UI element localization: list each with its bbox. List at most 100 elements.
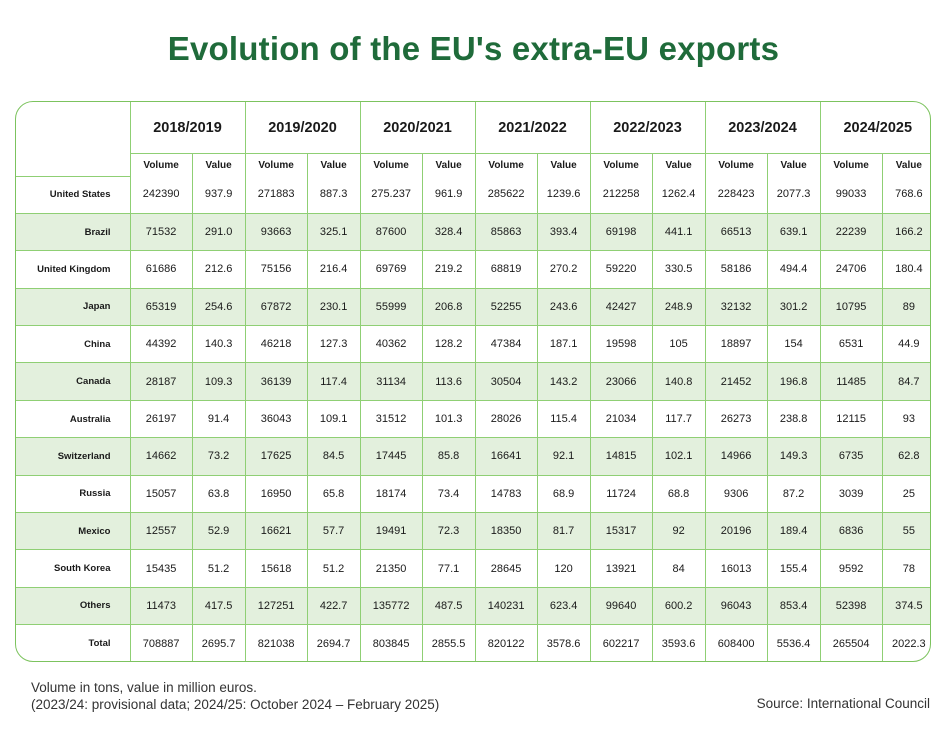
value-cell: 768.6 <box>881 176 930 214</box>
value-cell: 120 <box>536 549 591 588</box>
value-cell: 154 <box>766 325 821 364</box>
volume-cell: 99640 <box>589 586 653 626</box>
source-note: Source: International Council <box>756 696 930 711</box>
volume-cell: 6735 <box>819 437 883 476</box>
table-row: Total 708887 2695.7 821038 2694.7 803845 2855.… <box>16 624 930 661</box>
volume-cell: 22239 <box>819 212 883 252</box>
value-cell: 1239.6 <box>536 176 591 214</box>
volume-cell: 52255 <box>474 287 538 327</box>
value-cell: 57.7 <box>306 512 361 551</box>
value-cell: 44.9 <box>881 325 930 364</box>
volume-cell: 228423 <box>704 176 768 214</box>
value-cell: 487.5 <box>421 586 476 626</box>
country-label: Brazil <box>16 212 131 252</box>
value-cell: 189.4 <box>766 512 821 551</box>
volume-cell: 66513 <box>704 212 768 252</box>
value-cell: 494.4 <box>766 250 821 289</box>
volume-cell: 71532 <box>129 212 193 252</box>
value-cell: 166.2 <box>881 212 930 252</box>
country-label: China <box>16 325 131 364</box>
table-row: Canada 28187 109.3 36139 117.4 31134 113.6 3050… <box>16 362 930 401</box>
volume-cell: 31134 <box>359 362 423 401</box>
volume-cell: 11473 <box>129 586 193 626</box>
volume-cell: 67872 <box>244 287 308 327</box>
footnote: Volume in tons, value in million euros. … <box>31 679 439 713</box>
value-cell: 600.2 <box>651 586 706 626</box>
volume-cell: 10795 <box>819 287 883 327</box>
volume-cell: 36043 <box>244 399 308 439</box>
volume-cell: 127251 <box>244 586 308 626</box>
value-cell: 117.4 <box>306 362 361 401</box>
value-cell: 91.4 <box>191 399 246 439</box>
table-row: United States 242390 937.9 271883 887.3 275.2… <box>16 176 930 214</box>
value-cell: 84 <box>651 549 706 588</box>
value-cell: 51.2 <box>306 549 361 588</box>
value-cell: 101.3 <box>421 399 476 439</box>
value-cell: 85.8 <box>421 437 476 476</box>
value-cell: 2022.3 <box>881 624 930 661</box>
value-cell: 330.5 <box>651 250 706 289</box>
value-cell: 73.4 <box>421 474 476 514</box>
value-cell: 219.2 <box>421 250 476 289</box>
volume-cell: 15057 <box>129 474 193 514</box>
value-cell: 109.1 <box>306 399 361 439</box>
volume-cell: 12557 <box>129 512 193 551</box>
period-header: 2023/2024 <box>704 102 821 154</box>
volume-cell: 6531 <box>819 325 883 364</box>
table-row: Others 11473 417.5 127251 422.7 135772 487.5 14… <box>16 586 930 626</box>
volume-cell: 18897 <box>704 325 768 364</box>
volume-cell: 140231 <box>474 586 538 626</box>
value-cell: 93 <box>881 399 930 439</box>
value-cell: 2077.3 <box>766 176 821 214</box>
volume-cell: 99033 <box>819 176 883 214</box>
volume-cell: 14966 <box>704 437 768 476</box>
table-row: Brazil 71532 291.0 93663 325.1 87600 328.4 8586… <box>16 212 930 252</box>
volume-cell: 11485 <box>819 362 883 401</box>
value-cell: 417.5 <box>191 586 246 626</box>
value-cell: 212.6 <box>191 250 246 289</box>
volume-cell: 803845 <box>359 624 423 661</box>
volume-header: Volume <box>474 153 538 176</box>
value-cell: 73.2 <box>191 437 246 476</box>
volume-cell: 265504 <box>819 624 883 661</box>
volume-cell: 13921 <box>589 549 653 588</box>
header-corner <box>16 102 131 177</box>
table-row: Japan 65319 254.6 67872 230.1 55999 206.8 52255… <box>16 287 930 327</box>
volume-cell: 24706 <box>819 250 883 289</box>
volume-cell: 14815 <box>589 437 653 476</box>
value-cell: 65.8 <box>306 474 361 514</box>
value-cell: 72.3 <box>421 512 476 551</box>
value-cell: 77.1 <box>421 549 476 588</box>
volume-cell: 20196 <box>704 512 768 551</box>
value-cell: 92.1 <box>536 437 591 476</box>
value-cell: 84.7 <box>881 362 930 401</box>
period-header: 2021/2022 <box>474 102 591 154</box>
volume-cell: 21452 <box>704 362 768 401</box>
value-cell: 853.4 <box>766 586 821 626</box>
volume-cell: 16950 <box>244 474 308 514</box>
value-cell: 113.6 <box>421 362 476 401</box>
value-cell: 102.1 <box>651 437 706 476</box>
volume-cell: 16013 <box>704 549 768 588</box>
value-cell: 301.2 <box>766 287 821 327</box>
value-cell: 196.8 <box>766 362 821 401</box>
volume-header: Volume <box>589 153 653 176</box>
volume-cell: 28645 <box>474 549 538 588</box>
table-row: South Korea 15435 51.2 15618 51.2 21350 77.1 28… <box>16 549 930 588</box>
value-cell: 180.4 <box>881 250 930 289</box>
volume-cell: 12115 <box>819 399 883 439</box>
volume-cell: 212258 <box>589 176 653 214</box>
volume-cell: 75156 <box>244 250 308 289</box>
volume-cell: 69198 <box>589 212 653 252</box>
volume-cell: 275.237 <box>359 176 423 214</box>
value-cell: 328.4 <box>421 212 476 252</box>
value-cell: 230.1 <box>306 287 361 327</box>
value-cell: 87.2 <box>766 474 821 514</box>
volume-cell: 285622 <box>474 176 538 214</box>
value-cell: 248.9 <box>651 287 706 327</box>
volume-cell: 44392 <box>129 325 193 364</box>
exports-table: 2018/2019 2019/2020 2020/2021 2021/2022 2022… <box>16 102 930 661</box>
value-cell: 51.2 <box>191 549 246 588</box>
value-cell: 105 <box>651 325 706 364</box>
volume-cell: 69769 <box>359 250 423 289</box>
